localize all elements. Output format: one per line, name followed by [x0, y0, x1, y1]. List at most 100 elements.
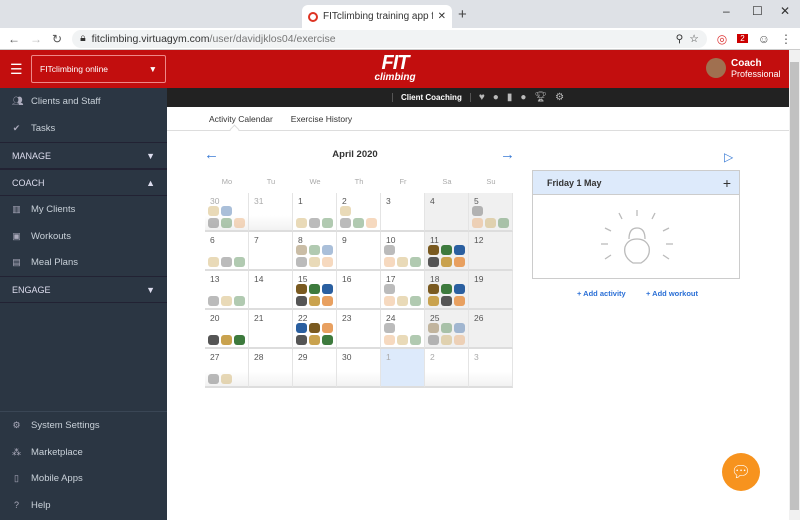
tab-exercise-history[interactable]: Exercise History	[290, 113, 353, 124]
bench-activity-icon[interactable]	[397, 335, 408, 345]
bench-activity-icon[interactable]	[221, 374, 232, 384]
calendar-day-cell[interactable]: 30	[337, 349, 381, 388]
kettlebell-icon[interactable]: ●	[492, 92, 499, 103]
extension-icon[interactable]: ◎	[716, 31, 728, 46]
apple-icon[interactable]: ●	[520, 92, 527, 103]
scrollbar-thumb[interactable]	[790, 62, 799, 510]
rock-activity-icon[interactable]	[428, 245, 439, 255]
bench-activity-icon[interactable]	[485, 218, 496, 228]
bench-activity-icon[interactable]	[309, 296, 320, 306]
arm-activity-icon[interactable]	[454, 335, 465, 345]
weights-activity-icon[interactable]	[309, 218, 320, 228]
weights-activity-icon[interactable]	[208, 374, 219, 384]
bench-activity-icon[interactable]	[397, 257, 408, 267]
bench-activity-icon[interactable]	[441, 257, 452, 267]
weights-activity-icon[interactable]	[296, 257, 307, 267]
calendar-day-cell[interactable]: 19	[469, 271, 513, 310]
rock-activity-icon[interactable]	[309, 323, 320, 333]
jump-activity-icon[interactable]	[234, 257, 245, 267]
calendar-day-cell[interactable]: 15	[293, 271, 337, 310]
star-icon[interactable]: ☆	[689, 32, 699, 45]
calendar-day-cell[interactable]: 17	[381, 271, 425, 310]
sidebar-item-clients-and-staff[interactable]: 👥︎ Clients and Staff	[0, 88, 167, 114]
play-icon[interactable]: ▷	[724, 150, 734, 164]
bench-activity-icon[interactable]	[208, 257, 219, 267]
chart-icon[interactable]: ▮	[506, 92, 513, 103]
new-tab-button[interactable]: +	[458, 6, 467, 23]
weights-activity-icon[interactable]	[208, 296, 219, 306]
profile-icon[interactable]: ☺	[757, 31, 770, 46]
sidebar-item-workouts[interactable]: ▣ Workouts	[0, 223, 167, 249]
jump-activity-icon[interactable]	[221, 218, 232, 228]
sidebar-item-help[interactable]: ? Help	[0, 492, 167, 518]
club-select[interactable]: FITclimbing online ▼	[31, 55, 166, 83]
calendar-day-cell[interactable]: 6	[205, 232, 249, 271]
bench-activity-icon[interactable]	[296, 218, 307, 228]
sidebar-section-coach[interactable]: COACH ▲	[0, 169, 167, 196]
sidebar-section-manage[interactable]: MANAGE ▼	[0, 142, 167, 169]
add-workout-link[interactable]: + Add workout	[646, 289, 699, 298]
calendar-day-cell[interactable]: 2	[425, 349, 469, 388]
arm-activity-icon[interactable]	[322, 323, 333, 333]
calendar-day-cell[interactable]: 13	[205, 271, 249, 310]
bench-activity-icon[interactable]	[309, 335, 320, 345]
weights-activity-icon[interactable]	[296, 296, 307, 306]
calendar-day-cell[interactable]: 23	[337, 310, 381, 349]
calendar-day-cell[interactable]: 29	[293, 349, 337, 388]
sidebar-item-my-clients[interactable]: ▥ My Clients	[0, 196, 167, 222]
calendar-day-cell[interactable]: 31	[249, 193, 293, 232]
jump-activity-icon[interactable]	[441, 245, 452, 255]
calendar-day-cell[interactable]: 1	[293, 193, 337, 232]
avatar[interactable]	[706, 58, 726, 78]
calendar-day-cell[interactable]: 12	[469, 232, 513, 271]
calendar-day-cell[interactable]: 10	[381, 232, 425, 271]
arm-activity-icon[interactable]	[322, 296, 333, 306]
browser-tab[interactable]: FITclimbing training app for spor ✕	[302, 5, 452, 28]
sidebar-item-meal-plans[interactable]: ▤ Meal Plans	[0, 249, 167, 275]
weights-activity-icon[interactable]	[296, 335, 307, 345]
jump-activity-icon[interactable]	[309, 284, 320, 294]
calendar-day-cell[interactable]: 21	[249, 310, 293, 349]
calendar-day-cell[interactable]: 16	[337, 271, 381, 310]
calendar-day-cell[interactable]: 18	[425, 271, 469, 310]
calendar-day-cell[interactable]: 3	[469, 349, 513, 388]
jump-activity-icon[interactable]	[353, 218, 364, 228]
calendar-day-cell[interactable]: 26	[469, 310, 513, 349]
user-menu[interactable]: Coach Professional	[731, 58, 781, 80]
arm-activity-icon[interactable]	[384, 257, 395, 267]
jump-activity-icon[interactable]	[309, 245, 320, 255]
climber-activity-icon[interactable]	[454, 284, 465, 294]
add-icon[interactable]: +	[722, 174, 731, 191]
climber-activity-icon[interactable]	[296, 323, 307, 333]
next-month-arrow-icon[interactable]: →	[500, 146, 515, 163]
rock-activity-icon[interactable]	[296, 284, 307, 294]
rock-activity-icon[interactable]	[428, 284, 439, 294]
calendar-day-cell[interactable]: 25	[425, 310, 469, 349]
climber-activity-icon[interactable]	[454, 323, 465, 333]
climber-activity-icon[interactable]	[454, 245, 465, 255]
calendar-day-cell[interactable]: 27	[205, 349, 249, 388]
sidebar-item-system-settings[interactable]: ⚙ System Settings	[0, 412, 167, 438]
arm-activity-icon[interactable]	[234, 218, 245, 228]
jump-activity-icon[interactable]	[234, 296, 245, 306]
bench-activity-icon[interactable]	[221, 296, 232, 306]
rock-activity-icon[interactable]	[428, 323, 439, 333]
climber-activity-icon[interactable]	[322, 284, 333, 294]
close-tab-icon[interactable]: ✕	[437, 11, 446, 22]
calendar-day-cell[interactable]: 3	[381, 193, 425, 232]
prev-month-arrow-icon[interactable]: ←	[204, 146, 219, 163]
add-activity-link[interactable]: + Add activity	[577, 289, 626, 298]
chat-button[interactable]: 💬︎	[722, 453, 760, 491]
minimize-button[interactable]: –	[723, 4, 730, 18]
calendar-day-cell[interactable]: 7	[249, 232, 293, 271]
sidebar-section-engage[interactable]: ENGAGE ▼	[0, 276, 167, 303]
arm-activity-icon[interactable]	[384, 296, 395, 306]
bench-activity-icon[interactable]	[221, 335, 232, 345]
calendar-day-cell[interactable]: 11	[425, 232, 469, 271]
climber-activity-icon[interactable]	[221, 206, 232, 216]
calendar-day-cell[interactable]: 24	[381, 310, 425, 349]
weights-activity-icon[interactable]	[340, 218, 351, 228]
jump-activity-icon[interactable]	[410, 257, 421, 267]
arm-activity-icon[interactable]	[472, 218, 483, 228]
gear-icon[interactable]: ⚙	[555, 92, 565, 103]
